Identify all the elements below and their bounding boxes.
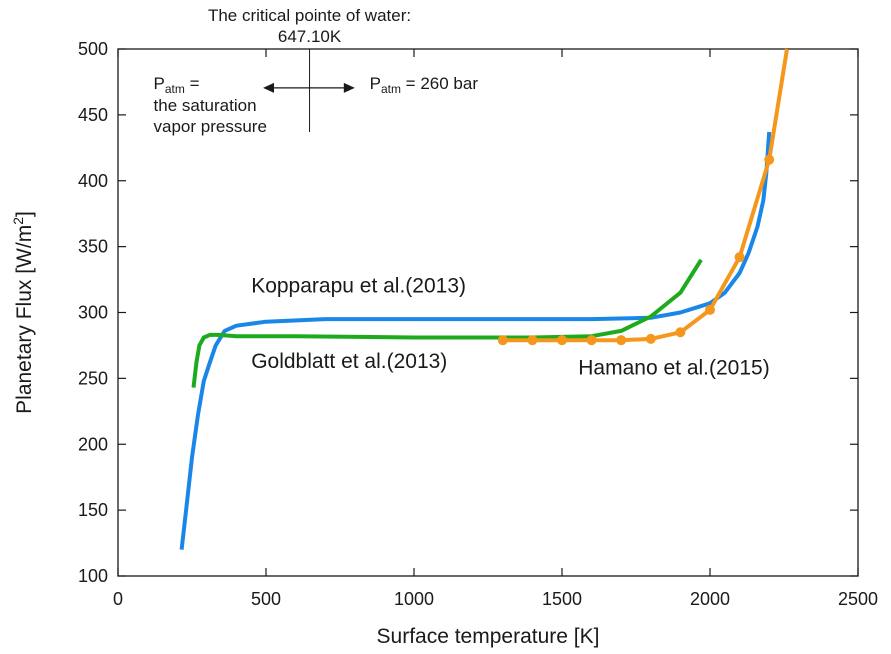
axis-ticks: 0 500 1000 1500 2000 2500 100 150 200 250 300 350 40…: [78, 39, 878, 609]
series-label-kopparapu: Kopparapu et al.(2013): [251, 275, 466, 298]
series-label-goldblatt: Goldblatt et al.(2013): [251, 350, 447, 373]
left-pressure-symbol: P: [154, 74, 165, 93]
right-pressure-eq: = 260 bar: [401, 74, 478, 93]
y-tick-label: 200: [78, 434, 108, 454]
series-point: [527, 335, 538, 346]
arrow-right-head: [343, 82, 355, 93]
x-tick-label: 2500: [838, 589, 878, 609]
y-tick-label: 150: [78, 500, 108, 520]
x-axis-title: Surface temperature [K]: [377, 625, 600, 648]
left-pressure-eq: =: [185, 74, 200, 93]
series-point: [734, 252, 745, 263]
series-line-1: [191, 258, 703, 388]
critical-point-annotation: The critical pointe of water: 647.10K Pa…: [154, 6, 479, 136]
arrow-left-head: [263, 82, 275, 93]
y-axis-title: Planetary Flux [W/m2]: [10, 211, 36, 414]
series-point: [616, 335, 627, 346]
series-lines: [179, 48, 789, 550]
x-tick-label: 0: [113, 589, 123, 609]
y-tick-label: 500: [78, 39, 108, 59]
right-pressure-sub: atm: [381, 82, 401, 96]
right-pressure-label: Patm = 260 bar: [370, 74, 479, 96]
x-tick-label: 2000: [690, 589, 730, 609]
y-tick-label: 100: [78, 566, 108, 586]
y-axis-title-end: ]: [13, 211, 36, 217]
left-pressure-line2: the saturation: [154, 96, 257, 115]
critical-point-title: The critical pointe of water:: [208, 6, 411, 25]
x-tick-label: 1500: [542, 589, 582, 609]
series-line-2: [502, 48, 789, 343]
left-pressure-sub: atm: [165, 82, 185, 96]
y-tick-label: 350: [78, 237, 108, 257]
right-pressure-symbol: P: [370, 74, 381, 93]
series-line-0: [179, 131, 772, 550]
series-point: [675, 327, 686, 338]
y-tick-label: 250: [78, 368, 108, 388]
series-label-hamano: Hamano et al.(2015): [578, 356, 769, 379]
y-tick-label: 450: [78, 105, 108, 125]
series-point: [705, 304, 715, 315]
y-tick-label: 400: [78, 171, 108, 191]
y-axis-title-main: Planetary Flux [W/m: [13, 225, 36, 414]
x-tick-label: 1000: [394, 589, 434, 609]
x-tick-label: 500: [251, 589, 281, 609]
y-tick-label: 300: [78, 303, 108, 323]
series-point: [645, 333, 656, 344]
series-point: [586, 335, 597, 346]
series-point: [497, 335, 508, 346]
series-point: [557, 335, 567, 346]
series-point: [764, 154, 775, 165]
y-axis-title-sup: 2: [10, 217, 26, 225]
critical-point-value: 647.10K: [278, 27, 342, 46]
left-pressure-label: Patm =: [154, 74, 200, 96]
left-pressure-line3: vapor pressure: [154, 117, 267, 136]
